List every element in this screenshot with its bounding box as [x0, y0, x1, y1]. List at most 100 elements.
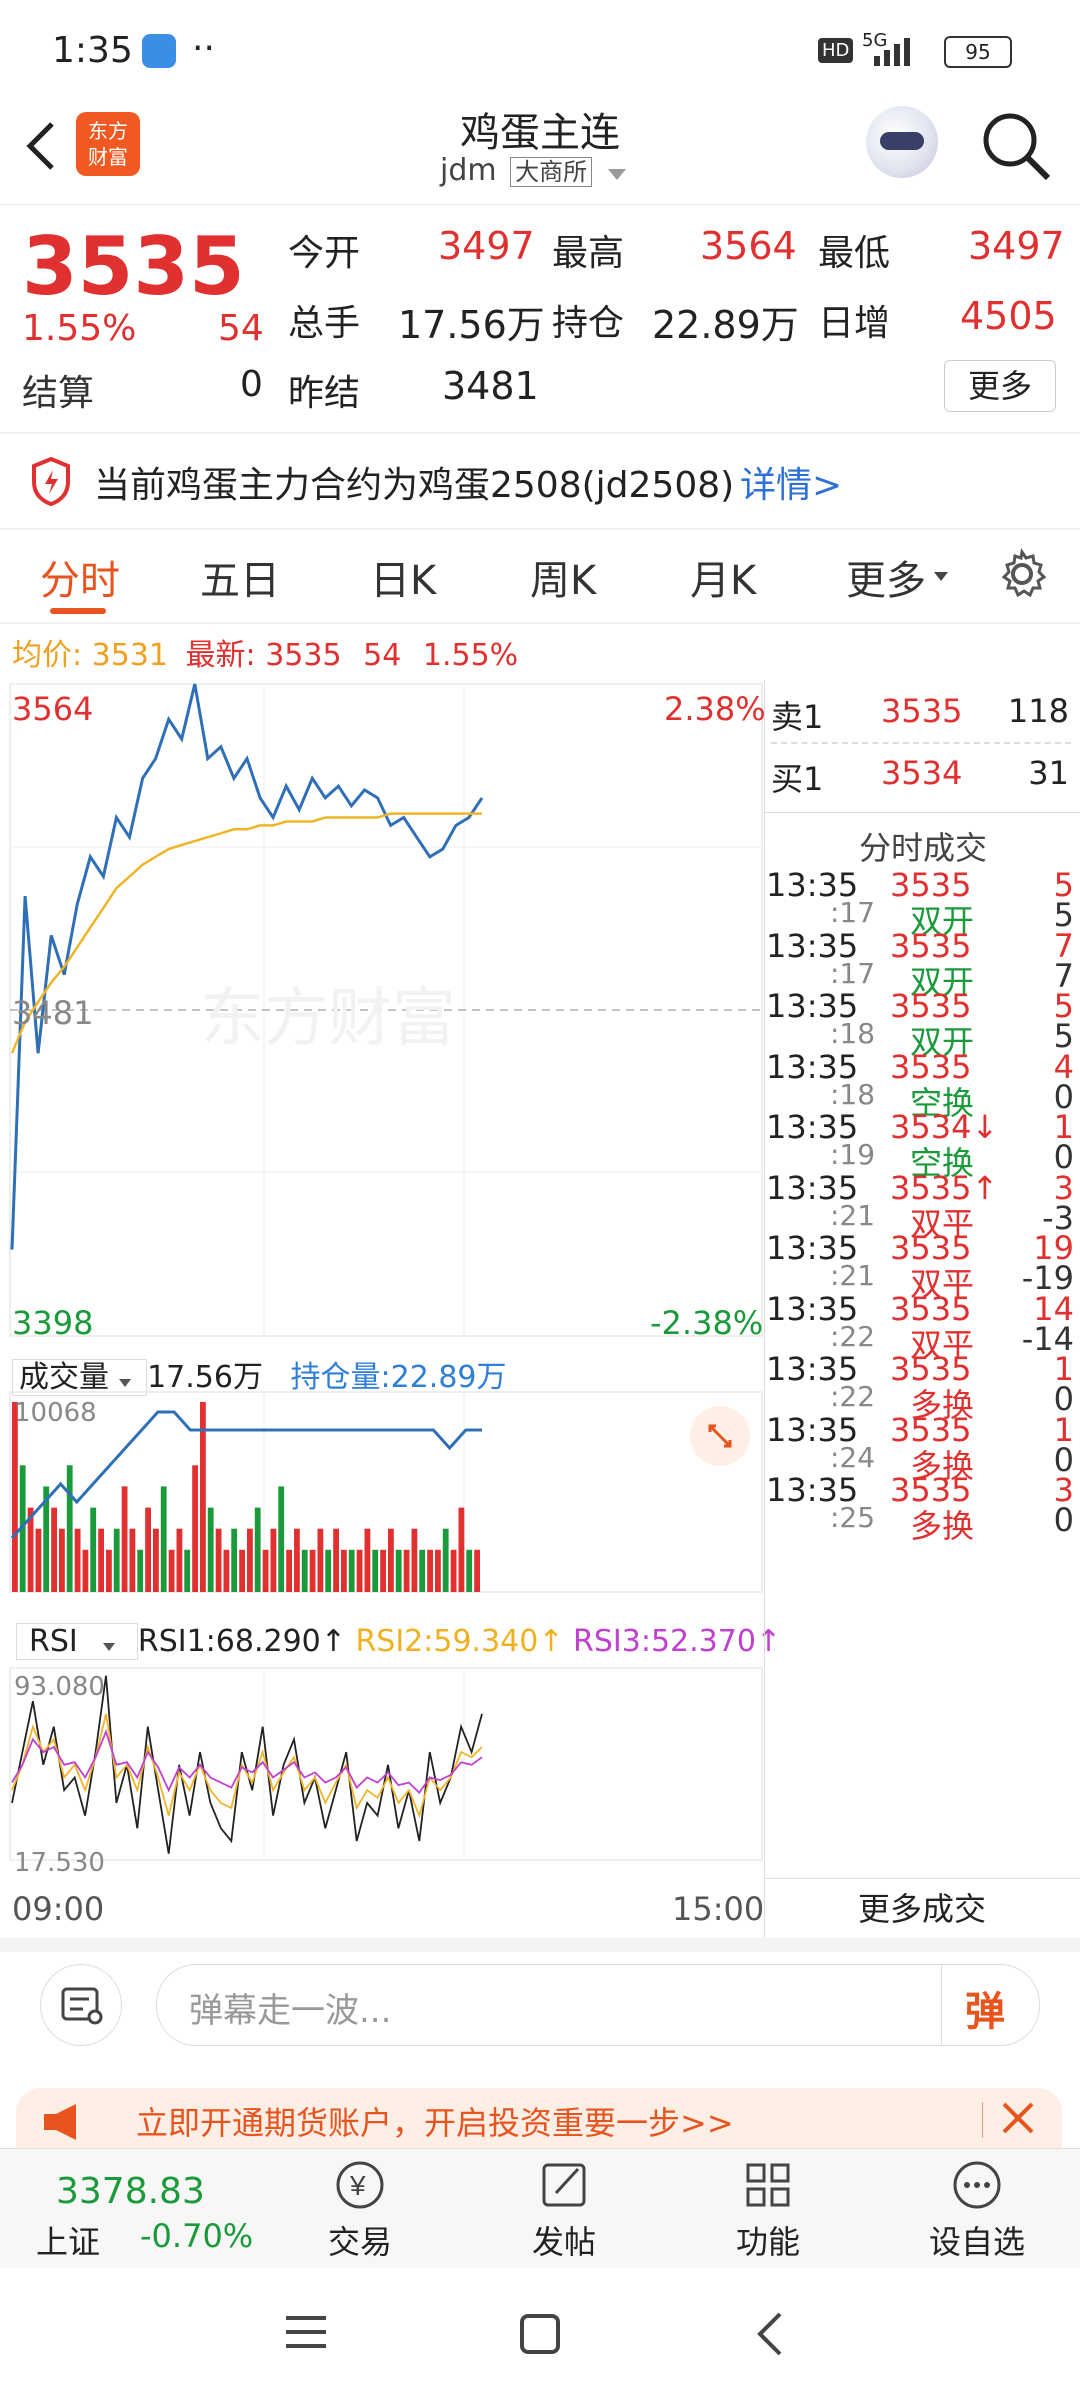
- back-icon[interactable]: [20, 116, 60, 180]
- trade-qty: 19: [1033, 1229, 1074, 1267]
- nav-trade[interactable]: ¥ 交易: [300, 2157, 420, 2267]
- volume-indicator-select[interactable]: 成交量: [12, 1359, 148, 1396]
- volume-bar: [192, 1465, 198, 1592]
- avg-value: 3531: [91, 638, 169, 673]
- trade-time: 13:35: [766, 1350, 859, 1388]
- volume-bar: [395, 1549, 402, 1592]
- sell1-label: 卖1: [771, 698, 824, 736]
- trade-type-qty: 5: [1053, 896, 1074, 934]
- trade-time: 13:35: [766, 1289, 859, 1328]
- danmaku-send-icon[interactable]: 弹: [965, 1989, 1005, 2035]
- volume-bar: [301, 1549, 308, 1592]
- assistant-avatar[interactable]: [866, 106, 938, 178]
- index-ticker[interactable]: 3378.83 上证 -0.70%: [20, 2157, 270, 2267]
- settings-gear-icon[interactable]: [996, 548, 1048, 604]
- quote-panel: 3535 1.55% 54 结算 0 今开 3497 最高 3564 最低 34…: [0, 204, 1080, 434]
- volume-bar: [160, 1486, 167, 1592]
- trade-qty: 7: [1053, 926, 1074, 965]
- trade-subrow: :21 双平 -3: [760, 1195, 1080, 1243]
- nav-functions[interactable]: 功能: [708, 2157, 828, 2267]
- trade-qty: 1: [1053, 1108, 1074, 1146]
- chart-top-price: 3564: [12, 690, 94, 728]
- trade-qty: 1: [1053, 1350, 1074, 1388]
- volume-bar: [121, 1486, 128, 1592]
- latest-value: 3535: [265, 638, 342, 673]
- volume-bar: [254, 1507, 261, 1592]
- home-icon[interactable]: [518, 2312, 562, 2360]
- battery-icon: 95: [944, 36, 1012, 68]
- system-nav: [0, 2268, 1080, 2400]
- volume-bar: [427, 1549, 433, 1592]
- notice-link[interactable]: 详情>: [740, 465, 843, 506]
- close-icon[interactable]: [1000, 2100, 1036, 2140]
- trade-time: 13:35: [766, 1471, 859, 1509]
- trade-type: 双平: [910, 1265, 975, 1303]
- danmaku-settings-icon[interactable]: [40, 1964, 122, 2046]
- trade-price: 3535: [890, 1471, 972, 1509]
- trade-price: 3535: [890, 1289, 972, 1328]
- trade-subtime: :17: [830, 956, 876, 990]
- tab-five-day[interactable]: 五日: [200, 558, 280, 604]
- volume-bar: [450, 1549, 457, 1592]
- sell1-qty: 118: [1007, 692, 1069, 730]
- volume-bar: [388, 1528, 394, 1592]
- tab-weekly-k[interactable]: 周K: [530, 558, 597, 604]
- notice-bar[interactable]: 当前鸡蛋主力合约为鸡蛋2508(jd2508) 详情>: [0, 434, 1080, 528]
- rsi-header: RSI RSI1:68.290↑ RSI2:59.340↑ RSI3:52.37…: [16, 1623, 781, 1660]
- sell1-row: 卖1 3535 118: [771, 692, 1077, 738]
- search-icon[interactable]: [978, 108, 1054, 188]
- danmaku-input[interactable]: 弹幕走一波... 弹: [156, 1964, 1040, 2046]
- avg-info-bar: 均价: 3531 最新: 3535 54 1.55%: [12, 630, 518, 676]
- rsi-line-2: [11, 1713, 483, 1819]
- rsi-indicator-label: RSI: [29, 1624, 78, 1659]
- low-value: 3497: [968, 224, 1065, 268]
- volume-bar: [419, 1549, 426, 1592]
- avg-price-line: [10, 812, 482, 1054]
- volume-bar: [372, 1549, 379, 1592]
- more-trades-button[interactable]: 更多成交: [764, 1878, 1080, 1939]
- trade-subtime: :21: [830, 1198, 876, 1232]
- tab-daily-k[interactable]: 日K: [370, 558, 437, 604]
- more-button[interactable]: 更多: [944, 360, 1056, 412]
- settle-value: 0: [240, 364, 263, 405]
- trade-subrow: :22 多换 0: [760, 1376, 1080, 1424]
- logo-text-top: 东方: [88, 119, 128, 143]
- trade-qty: 3: [1053, 1168, 1074, 1207]
- volume-bar: [113, 1528, 120, 1592]
- trade-time: 13:35: [766, 987, 859, 1025]
- trade-row: 13:35 3535 4: [760, 1044, 1080, 1090]
- volume-bar: [286, 1549, 292, 1592]
- volume-bar: [356, 1549, 363, 1592]
- trade-type: 多换: [910, 1446, 975, 1485]
- compose-icon: [542, 2163, 586, 2207]
- bottom-nav: 3378.83 上证 -0.70% ¥ 交易 发帖 功能 设自选: [0, 2148, 1080, 2269]
- trade-subrow: :17 双开 5: [760, 892, 1080, 940]
- expand-icon[interactable]: [690, 1406, 750, 1466]
- trade-type-qty: -3: [1042, 1198, 1074, 1237]
- trade-price: 3535: [890, 987, 972, 1025]
- menu-icon[interactable]: [284, 2312, 328, 2356]
- tab-intraday[interactable]: 分时: [40, 558, 120, 604]
- nav-watchlist[interactable]: 设自选: [912, 2157, 1042, 2267]
- trade-subrow: :17 双开 7: [760, 953, 1080, 1001]
- title-subline[interactable]: jdm 大商所: [440, 152, 640, 196]
- danmaku-placeholder: 弹幕走一波...: [189, 1991, 392, 2031]
- chart-mid-price: 3481: [12, 994, 94, 1032]
- trade-type-qty: -14: [1021, 1319, 1074, 1358]
- back-nav-icon[interactable]: [754, 2310, 784, 2362]
- trade-row: 13:35 3535 5: [760, 862, 1080, 908]
- volume-bar: [442, 1528, 449, 1592]
- volume-bar: [43, 1486, 50, 1592]
- trade-time: 13:35: [766, 1410, 859, 1449]
- promo-banner[interactable]: 立即开通期货账户，开启投资重要一步>>: [16, 2088, 1062, 2148]
- tab-more[interactable]: 更多: [846, 558, 926, 604]
- volume-bar: [403, 1549, 410, 1592]
- tab-monthly-k[interactable]: 月K: [690, 558, 757, 604]
- volume-bar: [106, 1549, 112, 1592]
- intraday-charts[interactable]: 东方财富: [0, 680, 764, 1938]
- volume-bar: [247, 1528, 253, 1592]
- nav-post[interactable]: 发帖: [504, 2157, 624, 2267]
- trade-type-qty: 5: [1053, 1017, 1074, 1055]
- trade-qty: 14: [1033, 1289, 1074, 1328]
- rsi-indicator-select[interactable]: RSI: [16, 1623, 138, 1660]
